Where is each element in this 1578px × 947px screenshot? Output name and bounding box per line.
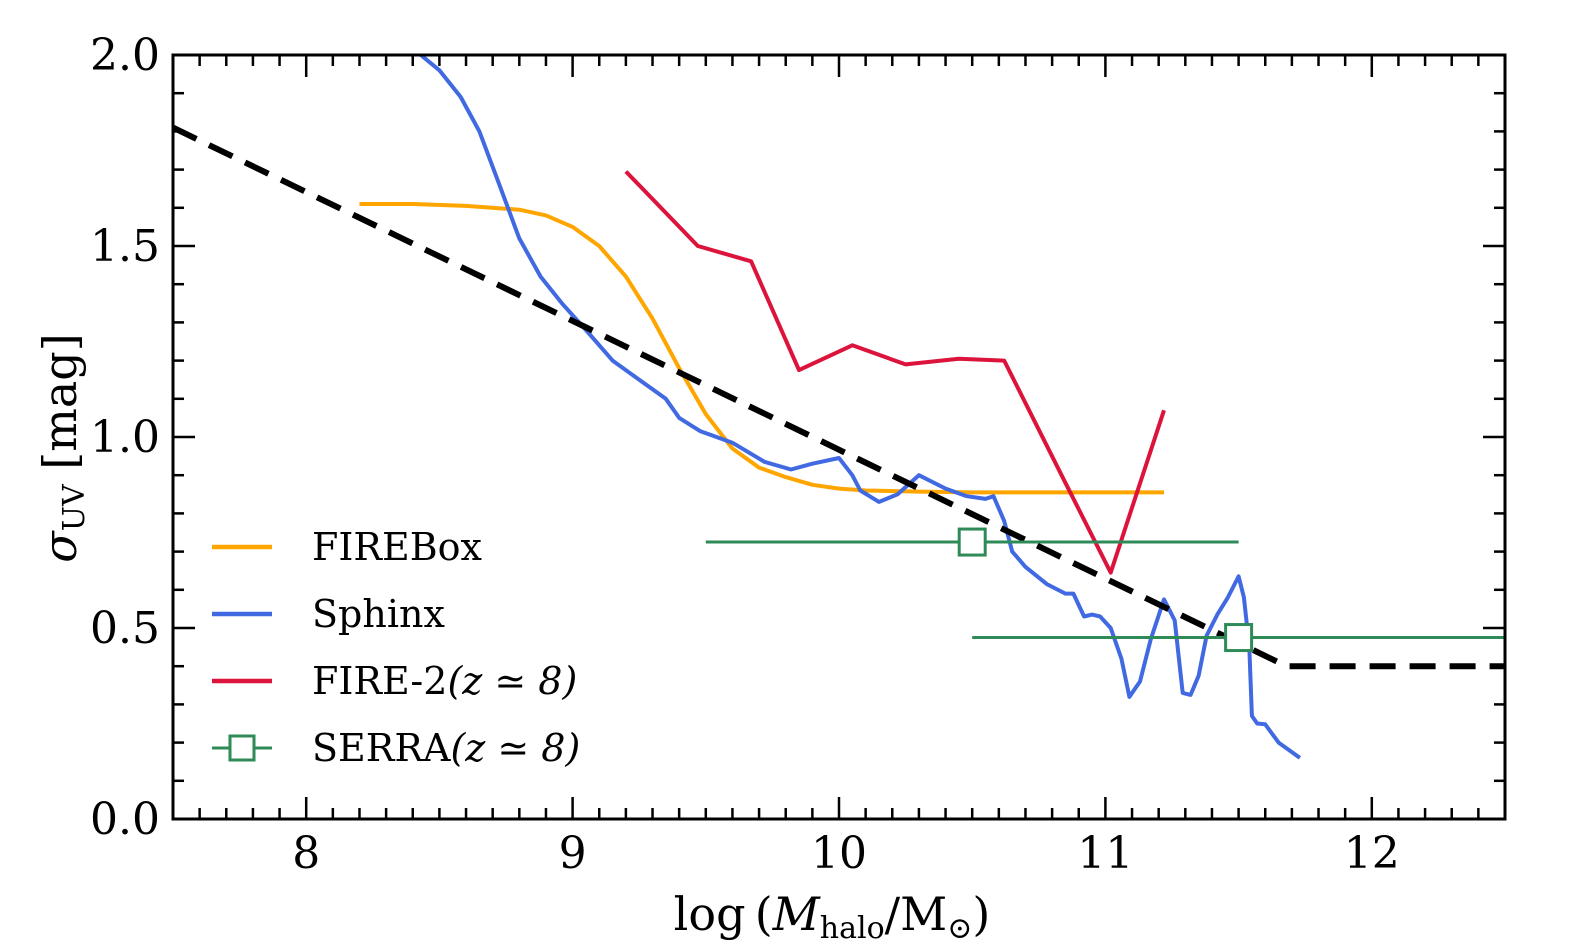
legend-label-firebox: FIREBox — [312, 525, 482, 569]
legend-label-sphinx: Sphinx — [312, 592, 445, 636]
y-tick-label: 0.0 — [90, 794, 160, 845]
x-tick-label: 12 — [1344, 828, 1400, 879]
x-axis-title: log (Mhalo/M⊙) — [674, 887, 991, 946]
y-tick-label: 1.0 — [90, 412, 160, 463]
firebox-line — [359, 202, 1164, 495]
x-tick-label: 10 — [811, 828, 867, 879]
x-tick-label: 8 — [292, 828, 320, 879]
legend-marker-serra — [228, 734, 256, 762]
legend-label-fire-2: FIRE-2(z ≃ 8) — [312, 659, 577, 703]
plot-area — [173, 55, 1505, 760]
y-tick-label: 2.0 — [90, 30, 160, 81]
tick-labels: 8 9 10 11 12 0.0 0.5 1.0 1.5 2.0 — [90, 30, 1400, 879]
power-law-fit-line — [173, 124, 1505, 670]
serra-point — [957, 527, 987, 557]
legend: FIREBox Sphinx FIRE-2(z ≃ 8) SERRA(z ≃ 8) — [212, 525, 580, 770]
plot-frame — [171, 53, 1507, 821]
y-axis-title: σUV [mag] — [33, 333, 92, 562]
x-tick-label: 9 — [559, 828, 587, 879]
axis-ticks — [171, 53, 1507, 821]
sphinx-line — [419, 55, 1302, 760]
x-tick-label: 11 — [1077, 828, 1133, 879]
y-tick-label: 0.5 — [90, 603, 160, 654]
y-tick-label: 1.5 — [90, 221, 160, 272]
fire-2-z-8-line — [624, 170, 1166, 575]
legend-label-serra: SERRA(z ≃ 8) — [312, 726, 580, 770]
serra-point — [1224, 623, 1254, 653]
